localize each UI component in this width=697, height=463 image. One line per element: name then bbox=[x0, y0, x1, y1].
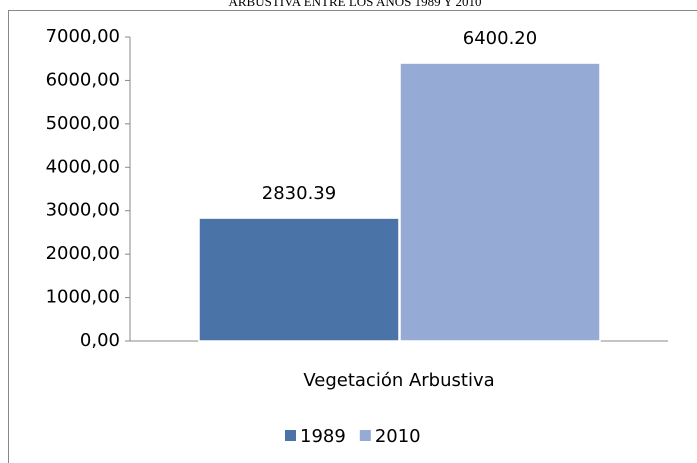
y-tick-label: 6000,00 bbox=[46, 69, 120, 90]
legend-swatch bbox=[359, 430, 371, 441]
y-tick-label: 3000,00 bbox=[46, 200, 120, 221]
y-tick-label: 7000,00 bbox=[46, 26, 120, 47]
y-tick-label: 4000,00 bbox=[46, 156, 120, 177]
legend-label: 2010 bbox=[375, 426, 421, 447]
bar bbox=[399, 62, 601, 342]
chart-frame bbox=[8, 10, 697, 463]
data-label: 2830.39 bbox=[262, 183, 336, 204]
chart-title: ARBUSTIVA ENTRE LOS AÑOS 1989 Y 2010 bbox=[228, 0, 481, 9]
data-label: 6400.20 bbox=[463, 28, 537, 49]
y-tick-label: 1000,00 bbox=[46, 287, 120, 308]
bar bbox=[198, 217, 400, 342]
y-tick-label: 2000,00 bbox=[46, 243, 120, 264]
legend-swatch bbox=[285, 430, 296, 441]
x-tick-label: Vegetación Arbustiva bbox=[303, 370, 494, 391]
y-tick-label: 5000,00 bbox=[46, 113, 120, 134]
legend-label: 1989 bbox=[300, 426, 346, 447]
y-tick-label: 0,00 bbox=[80, 330, 120, 351]
